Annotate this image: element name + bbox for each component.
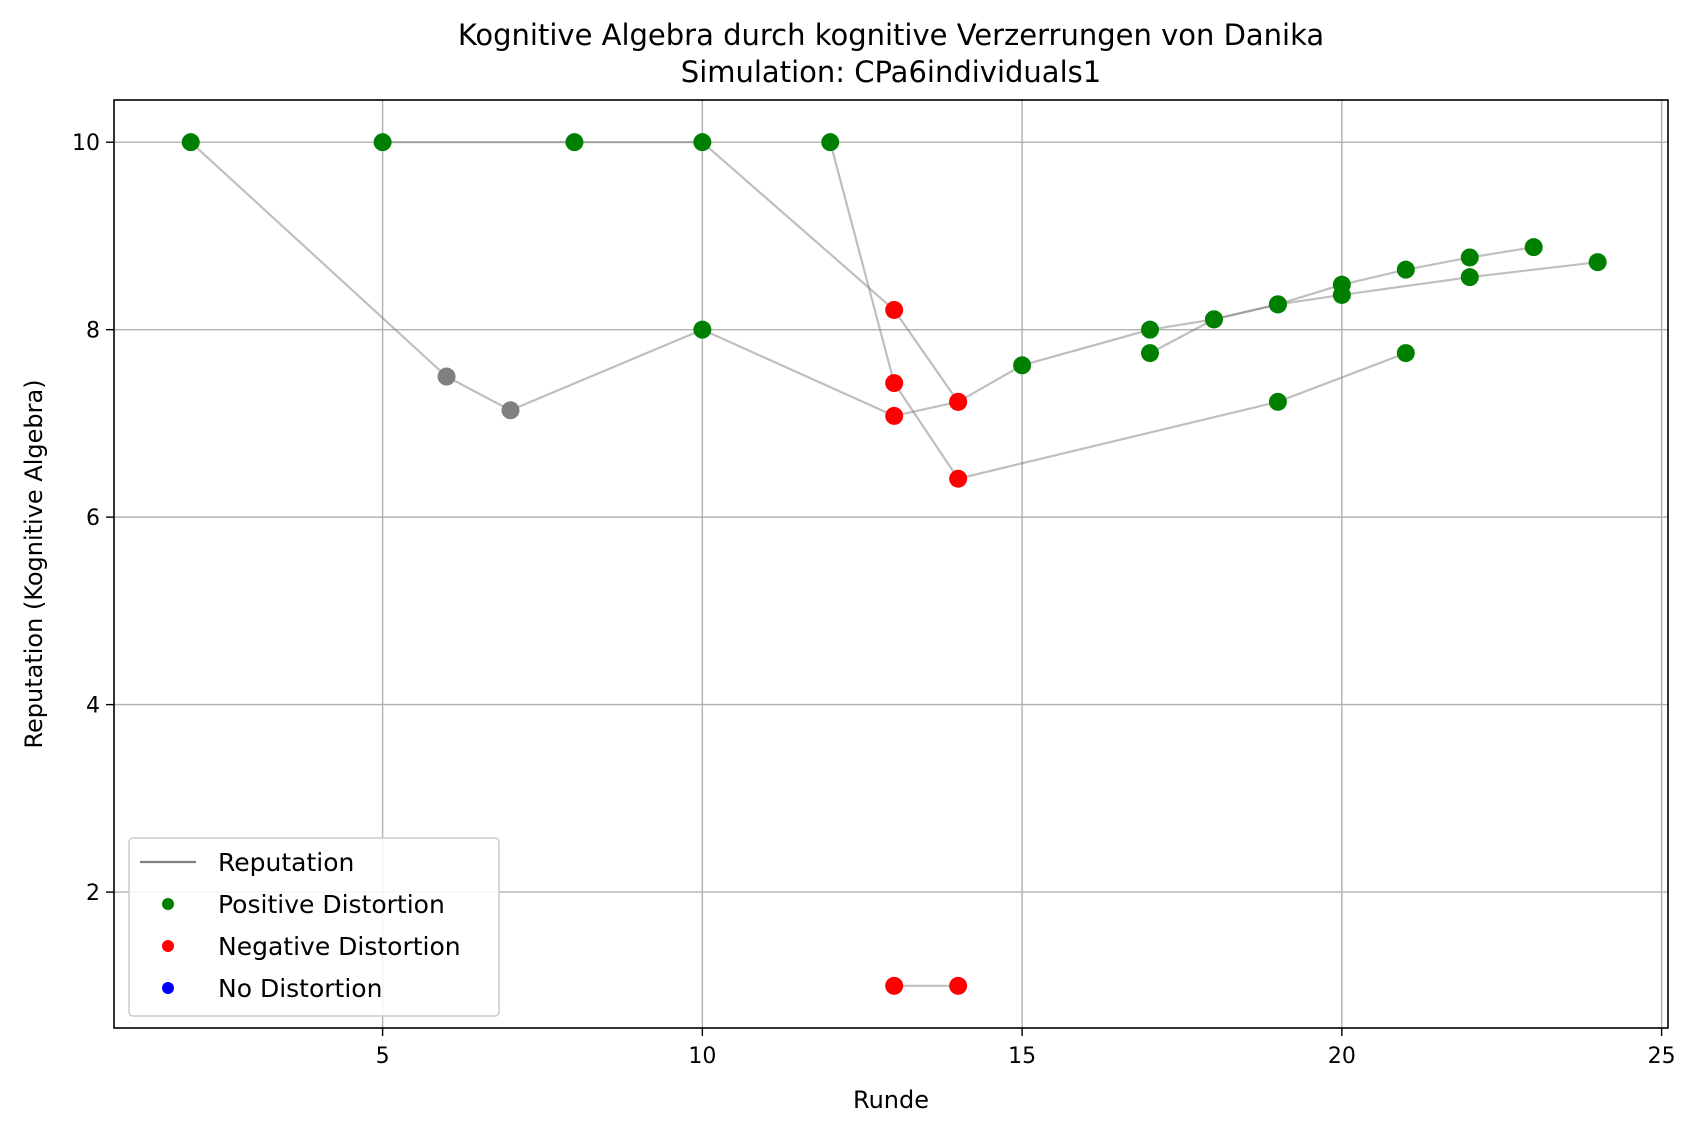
data-point-positive (1141, 344, 1159, 363)
legend: Reputation Positive Distortion Negative Di… (128, 837, 500, 1017)
y-tick-label: 6 (86, 506, 100, 531)
data-point-positive (1332, 285, 1351, 304)
x-tick-label: 10 (688, 1044, 716, 1069)
data-point-positive (693, 320, 712, 339)
data-point-positive (1396, 260, 1415, 279)
data-point-positive (1141, 320, 1159, 339)
data-point-positive (1268, 295, 1287, 314)
grid (114, 100, 1668, 1028)
data-point-positive (181, 133, 200, 152)
x-tick-label: 20 (1328, 1044, 1356, 1069)
legend-box (128, 837, 500, 1017)
data-point-positive (1396, 344, 1415, 363)
legend-marker-swatch (162, 898, 174, 910)
data-points (181, 133, 1607, 995)
y-tick-label: 8 (86, 319, 100, 344)
data-point-positive (1268, 392, 1287, 411)
data-point-positive (1524, 238, 1543, 257)
y-tick-label: 10 (72, 131, 100, 156)
data-point-negative (949, 976, 968, 995)
x-tick-label: 5 (376, 1044, 390, 1069)
data-point-positive (1460, 268, 1479, 287)
legend-label: Negative Distortion (218, 932, 461, 961)
x-tick-label: 15 (1008, 1044, 1036, 1069)
reputation-line (1149, 261, 1598, 355)
legend-label: No Distortion (218, 974, 382, 1003)
data-point-negative (885, 406, 904, 425)
legend-label: Reputation (218, 848, 354, 877)
data-point-positive (1204, 310, 1223, 329)
data-point-positive (1588, 253, 1607, 272)
legend-label: Positive Distortion (218, 890, 445, 919)
data-point-negative (949, 469, 968, 488)
y-tick-label: 2 (86, 881, 100, 906)
x-tick-label: 25 (1648, 1044, 1676, 1069)
axis-ticks: 5 10 15 20 25 2 4 6 8 10 (72, 131, 1676, 1069)
y-axis-label: Reputation (Kognitive Algebra) (20, 379, 48, 748)
data-point-positive (693, 133, 712, 152)
data-point-positive (821, 133, 840, 152)
data-point-positive (565, 133, 584, 152)
chart-subtitle: Simulation: CPa6individuals1 (681, 55, 1101, 89)
plot-frame (113, 99, 1669, 1029)
data-point-neutral (501, 401, 520, 420)
data-point-positive (1013, 356, 1032, 375)
chart-title: Kognitive Algebra durch kognitive Verzer… (458, 18, 1324, 52)
x-axis-label: Runde (853, 1086, 929, 1114)
y-tick-label: 4 (86, 694, 100, 719)
data-point-neutral (437, 367, 456, 386)
legend-marker-swatch (162, 982, 174, 994)
reputation-line (189, 141, 1534, 418)
data-point-positive (373, 133, 392, 152)
data-point-negative (949, 392, 968, 411)
data-point-negative (885, 976, 904, 995)
data-point-negative (885, 300, 904, 319)
legend-marker-swatch (162, 940, 174, 952)
data-point-positive (1460, 248, 1479, 267)
data-point-negative (885, 374, 904, 393)
